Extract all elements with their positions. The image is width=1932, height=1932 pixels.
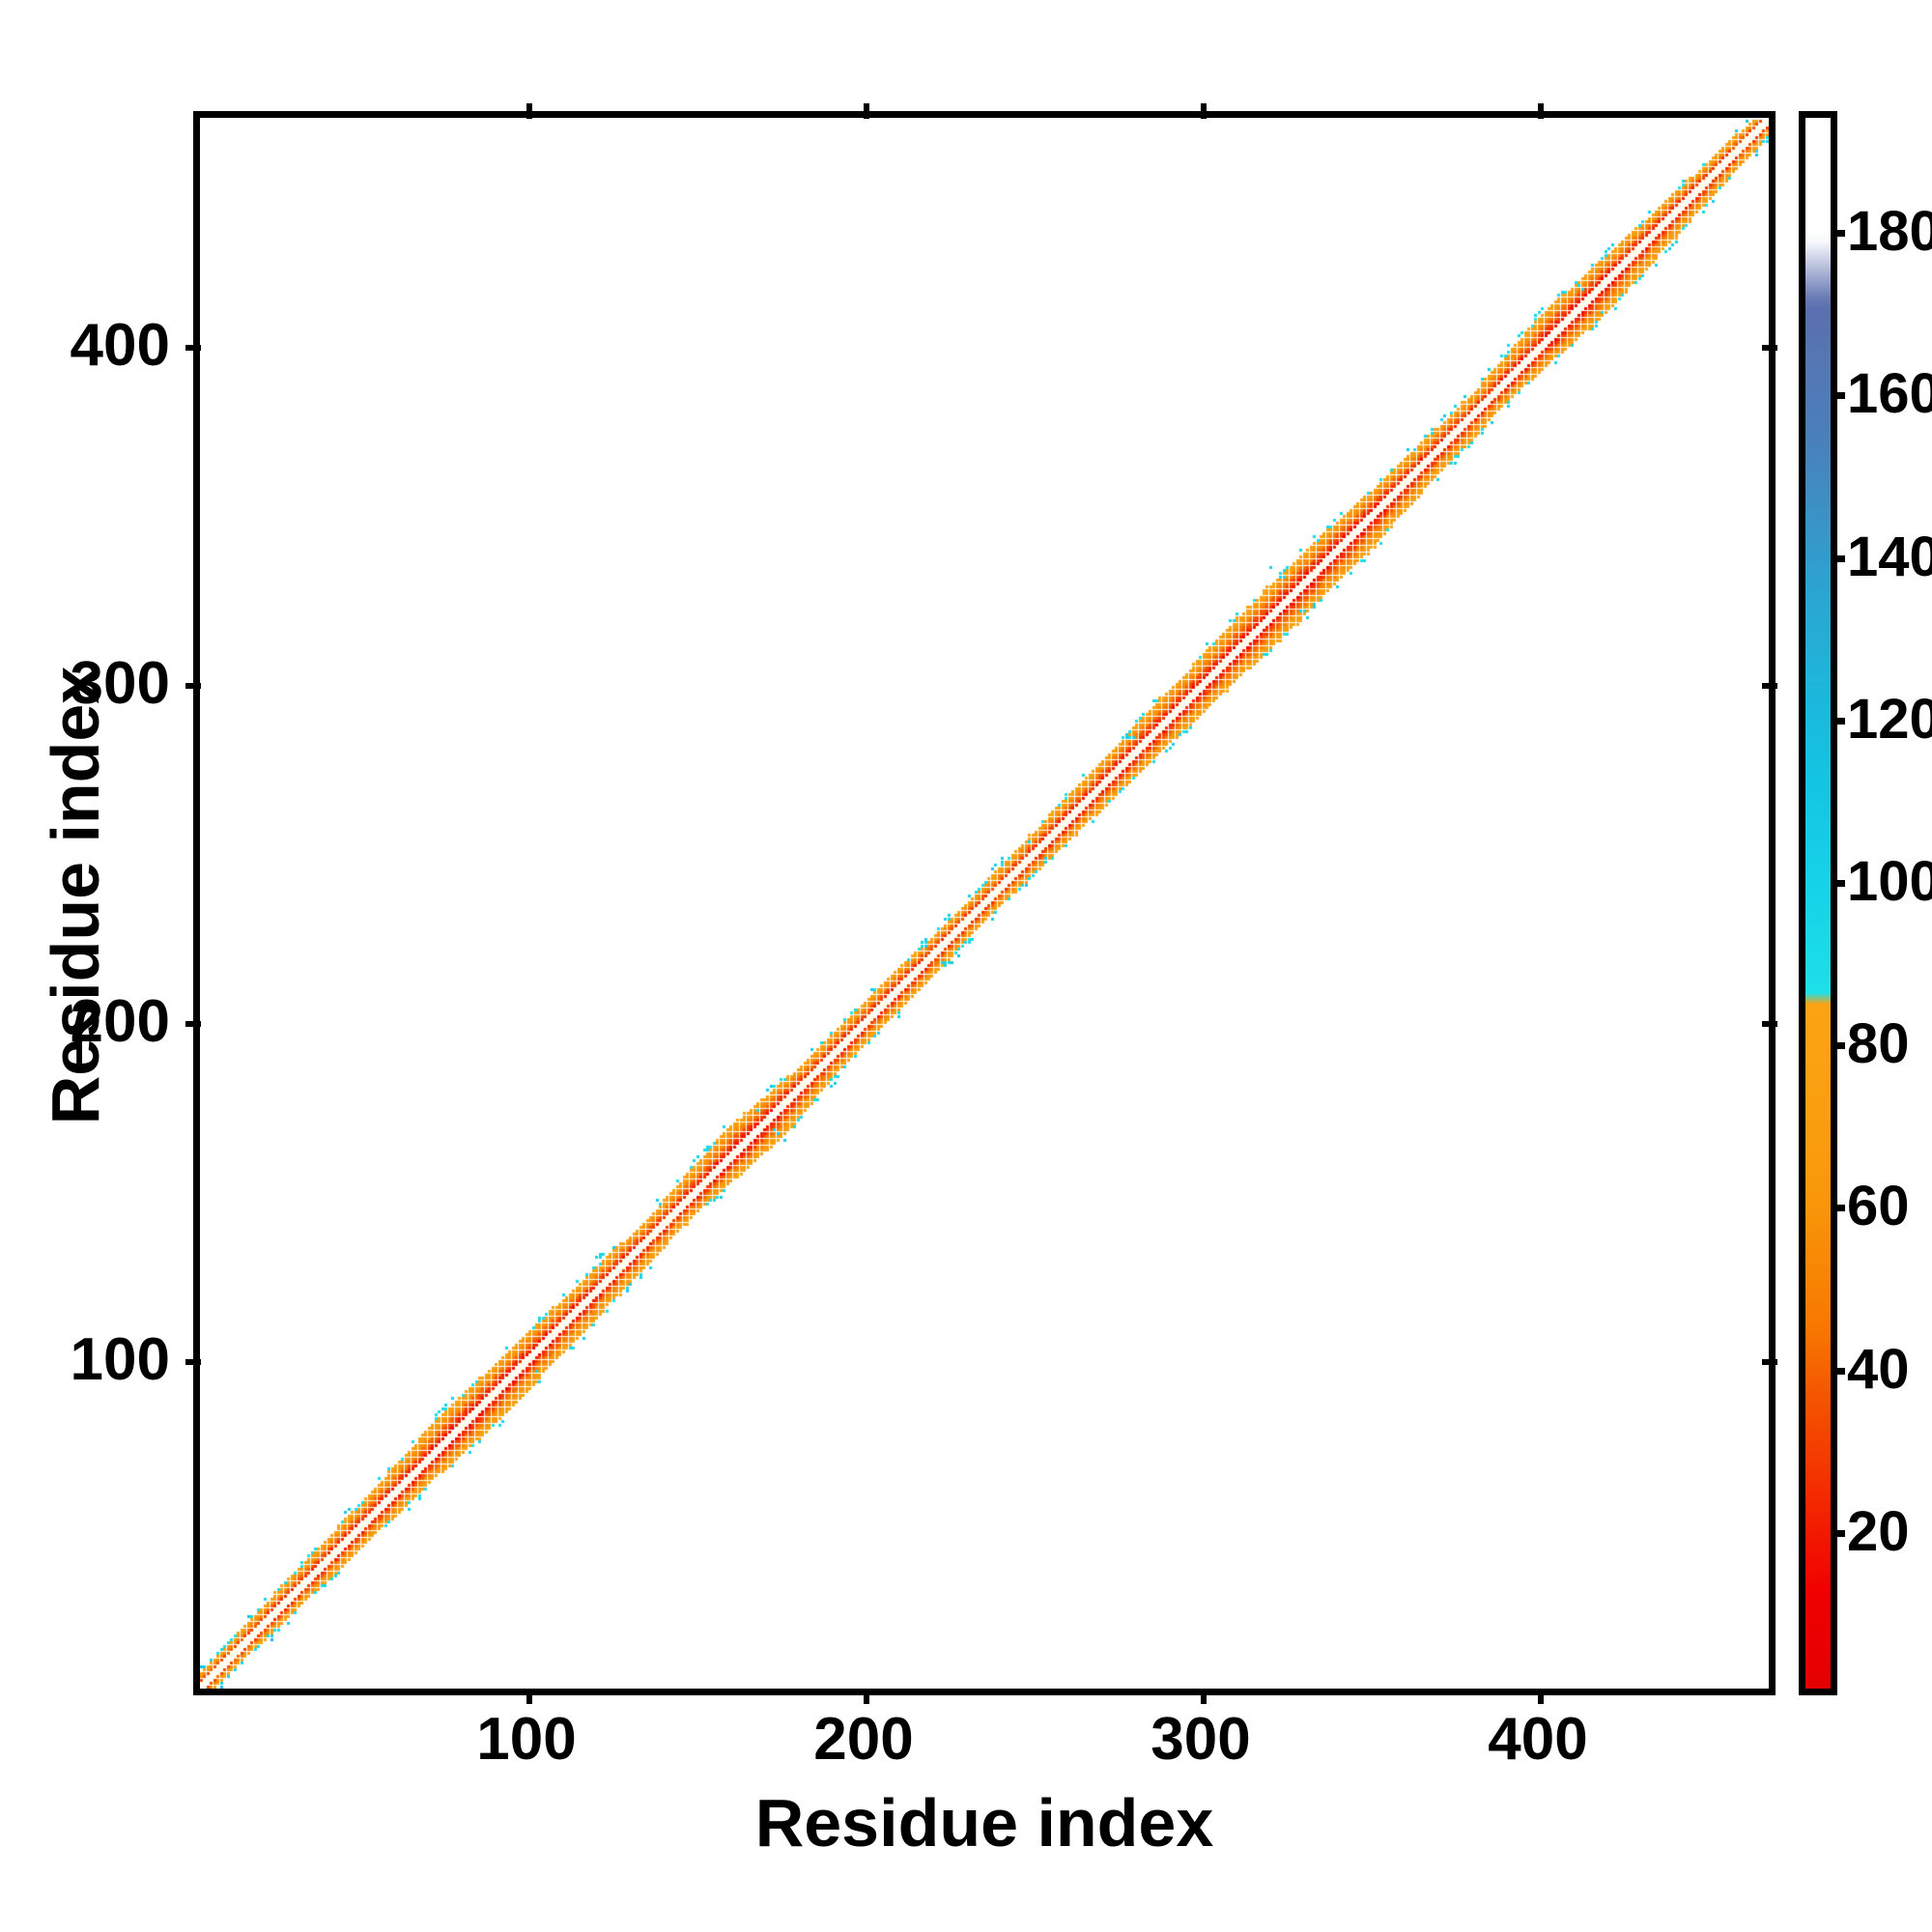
right-tick-400 [1762, 345, 1777, 351]
x-tick-400 [1538, 1689, 1544, 1704]
x-ticklabel-2: 200 [813, 1706, 914, 1773]
y-axis-title: Residue index [38, 666, 113, 1125]
y-tick-100 [185, 1359, 201, 1365]
top-tick-200 [864, 103, 869, 119]
colorbar-gradient [1805, 118, 1831, 1689]
colorbar-tick-80 [1832, 1042, 1845, 1050]
y-tick-300 [185, 683, 201, 689]
colorbar-ticklabel-100: 100 [1847, 849, 1932, 913]
y-ticklabel-1: 100 [70, 1326, 170, 1393]
x-tick-200 [864, 1689, 869, 1704]
y-ticklabel-4: 400 [70, 312, 170, 379]
x-tick-300 [1201, 1689, 1207, 1704]
y-ticklabel-3: 300 [70, 650, 170, 717]
distance-matrix-heatmap [200, 118, 1769, 1689]
colorbar-ticklabel-120: 120 [1847, 687, 1932, 751]
colorbar-tick-100 [1832, 879, 1845, 887]
y-tick-200 [185, 1021, 201, 1027]
colorbar [1799, 111, 1837, 1695]
right-tick-100 [1762, 1359, 1777, 1365]
colorbar-ticklabel-80: 80 [1847, 1012, 1910, 1076]
heatmap-axes [193, 111, 1776, 1695]
colorbar-ticklabel-180: 180 [1847, 200, 1932, 264]
right-tick-200 [1762, 1021, 1777, 1027]
colorbar-tick-160 [1832, 392, 1845, 400]
x-ticklabel-4: 400 [1488, 1706, 1588, 1773]
colorbar-tick-140 [1832, 554, 1845, 562]
x-axis-title: Residue index [754, 1785, 1214, 1861]
colorbar-ticklabel-60: 60 [1847, 1175, 1910, 1238]
colorbar-tick-60 [1832, 1205, 1845, 1212]
colorbar-tick-40 [1832, 1367, 1845, 1375]
right-tick-300 [1762, 683, 1777, 689]
x-ticklabel-3: 300 [1151, 1706, 1251, 1773]
y-ticklabel-2: 200 [70, 988, 170, 1055]
top-tick-400 [1538, 103, 1544, 119]
colorbar-ticklabel-40: 40 [1847, 1337, 1910, 1401]
colorbar-tick-120 [1832, 717, 1845, 724]
colorbar-ticklabel-160: 160 [1847, 362, 1932, 426]
x-ticklabel-1: 100 [476, 1706, 577, 1773]
top-tick-100 [526, 103, 532, 119]
top-tick-300 [1201, 103, 1207, 119]
colorbar-tick-20 [1832, 1529, 1845, 1537]
y-tick-400 [185, 345, 201, 351]
colorbar-ticklabel-20: 20 [1847, 1499, 1910, 1563]
colorbar-ticklabel-140: 140 [1847, 525, 1932, 588]
colorbar-tick-180 [1832, 230, 1845, 238]
x-tick-100 [526, 1689, 532, 1704]
